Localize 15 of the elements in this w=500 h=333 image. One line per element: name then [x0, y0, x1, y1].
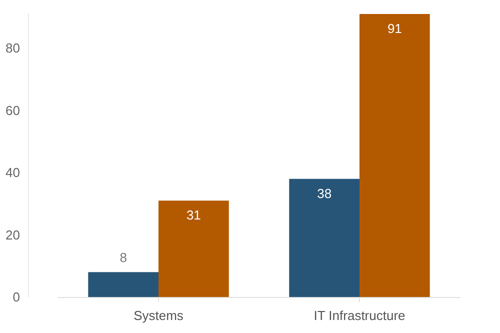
y-tick-label: 40: [6, 165, 20, 180]
bar: [88, 272, 158, 297]
y-tick-label: 60: [6, 102, 20, 118]
bar: [158, 200, 229, 297]
data-label: 8: [120, 250, 127, 266]
x-tick-label: Systems: [134, 308, 184, 323]
y-tick-label: 80: [6, 40, 20, 56]
data-label: 31: [186, 208, 201, 223]
x-tick-label: IT Infrastructure: [314, 308, 406, 323]
y-tick-label: 20: [6, 227, 20, 242]
data-label: 91: [387, 21, 402, 36]
data-label: 38: [317, 186, 332, 201]
y-tick-label: 0: [12, 290, 20, 304]
bar: [360, 14, 430, 297]
bar: [289, 178, 360, 297]
